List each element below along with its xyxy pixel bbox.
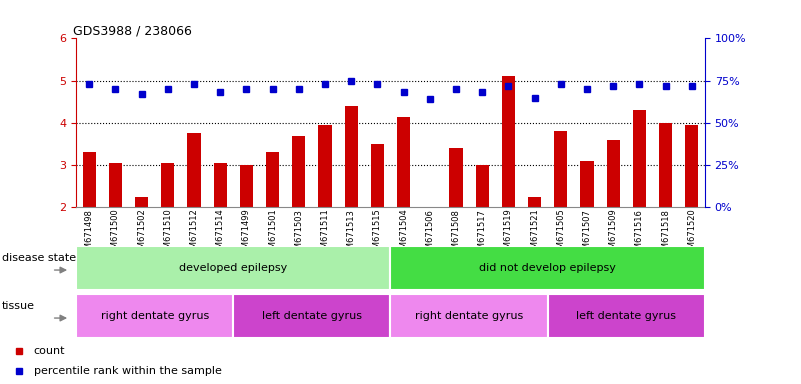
Text: right dentate gyrus: right dentate gyrus — [415, 311, 523, 321]
Bar — [135, 197, 148, 207]
Bar — [109, 163, 122, 207]
Bar — [554, 131, 567, 207]
Bar — [528, 197, 541, 207]
Bar — [187, 134, 200, 207]
Text: GDS3988 / 238066: GDS3988 / 238066 — [73, 24, 191, 37]
Bar — [266, 152, 279, 207]
Bar — [161, 163, 175, 207]
Bar — [633, 110, 646, 207]
Bar — [344, 106, 358, 207]
Bar — [390, 294, 548, 338]
Bar — [685, 125, 698, 207]
Bar — [502, 76, 515, 207]
Bar — [319, 125, 332, 207]
Text: developed epilepsy: developed epilepsy — [179, 263, 288, 273]
Bar — [390, 246, 705, 290]
Bar — [76, 246, 390, 290]
Text: count: count — [34, 346, 65, 356]
Text: tissue: tissue — [2, 301, 34, 311]
Bar — [659, 123, 672, 207]
Text: percentile rank within the sample: percentile rank within the sample — [34, 366, 222, 376]
Bar — [76, 294, 233, 338]
Bar — [233, 294, 390, 338]
Text: left dentate gyrus: left dentate gyrus — [262, 311, 362, 321]
Bar — [371, 144, 384, 207]
Bar — [449, 148, 462, 207]
Text: disease state: disease state — [2, 253, 75, 263]
Text: did not develop epilepsy: did not develop epilepsy — [479, 263, 616, 273]
Bar — [83, 152, 96, 207]
Bar — [292, 136, 305, 207]
Bar — [214, 163, 227, 207]
Bar — [397, 117, 410, 207]
Bar — [606, 140, 620, 207]
Bar — [548, 294, 705, 338]
Bar — [476, 165, 489, 207]
Text: left dentate gyrus: left dentate gyrus — [576, 311, 676, 321]
Bar — [239, 165, 253, 207]
Bar — [581, 161, 594, 207]
Text: right dentate gyrus: right dentate gyrus — [101, 311, 209, 321]
